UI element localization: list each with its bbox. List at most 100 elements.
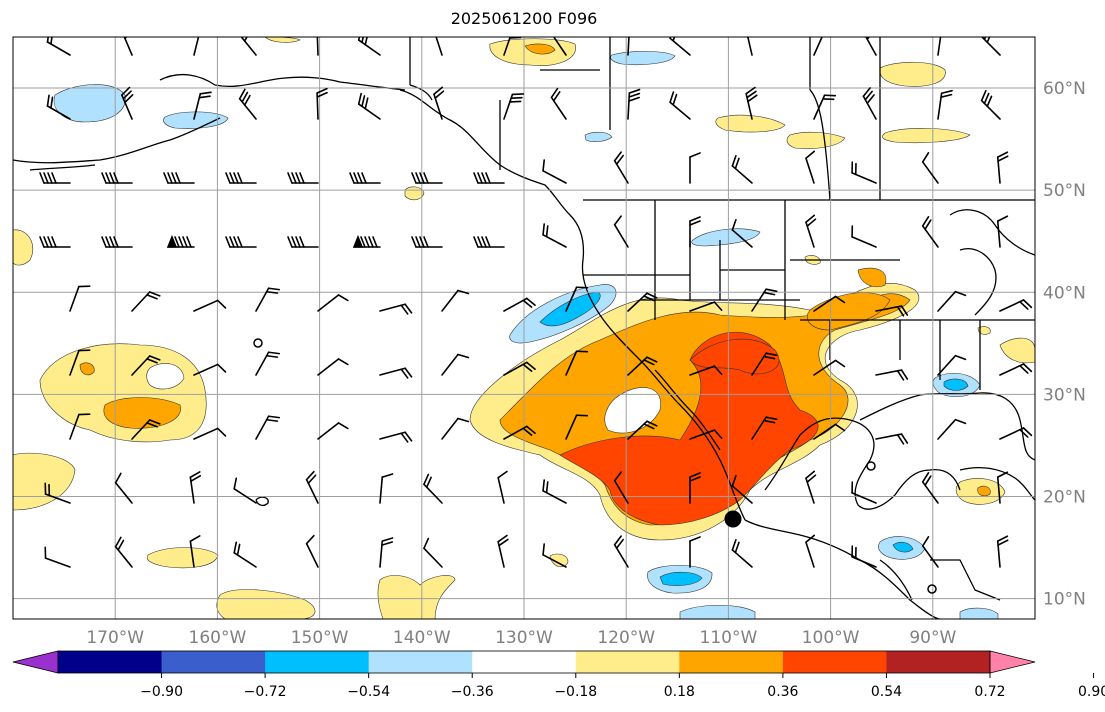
anomaly-contour [610, 51, 676, 66]
wind-barb [189, 471, 202, 504]
wind-barb [349, 172, 381, 184]
wind-barb [131, 291, 161, 312]
wind-barb [39, 236, 71, 248]
wind-barb [255, 351, 281, 376]
wind-barb [44, 546, 71, 568]
coastline [654, 200, 981, 390]
wind-barb [996, 535, 1009, 568]
wind-barb [627, 37, 640, 56]
wind-barb [503, 425, 536, 440]
longitude-labels: 170°W 160°W 150°W 140°W 130°W 120°W 110°W 100°W… [86, 628, 956, 648]
wind-barb [193, 427, 227, 440]
wind-barb [423, 537, 443, 568]
map-frame [12, 36, 1036, 620]
wind-barb [745, 37, 758, 56]
wind-barb [875, 433, 909, 445]
coastline [29, 164, 96, 171]
lat-label: 40°N [1043, 283, 1086, 303]
wind-barb [627, 420, 658, 440]
wind-barb [542, 159, 567, 184]
lat-label: 30°N [1043, 385, 1086, 405]
wind-barb [379, 367, 413, 379]
wind-barb [669, 91, 691, 120]
wind-barb [317, 422, 349, 440]
anomaly-contour [13, 452, 76, 511]
wind-barb [851, 161, 877, 184]
colorbar-tick-label: 0.18 [664, 684, 695, 700]
coastline [159, 73, 406, 91]
coastline [959, 248, 997, 316]
wind-barb [999, 363, 1033, 376]
colorbar-extend-high [989, 650, 1036, 674]
colorbar-segment [886, 651, 991, 673]
wind-barb [233, 477, 257, 504]
lon-label: 140°W [393, 628, 451, 648]
anomaly-contour [786, 131, 846, 149]
colorbar-segment [58, 651, 163, 673]
colorbar-tick-label: −0.90 [140, 684, 183, 700]
wind-barb [503, 297, 536, 312]
wind-barb [193, 299, 227, 312]
lon-label: 120°W [597, 628, 655, 648]
wind-barb [731, 154, 753, 184]
wind-barb [613, 535, 629, 568]
wind-barb [46, 37, 71, 56]
wind-barb [851, 225, 877, 248]
colorbar-tick-label: 0.36 [767, 684, 798, 700]
coastline [894, 469, 961, 496]
wind-barb [542, 223, 567, 248]
wind-barb [69, 413, 91, 440]
wind-barb [69, 349, 91, 376]
graticule [13, 37, 1035, 619]
wind-barb [745, 86, 758, 120]
wind-barb [121, 37, 134, 56]
wind-barb [851, 481, 877, 504]
wind-barb [423, 473, 443, 504]
wind-barb [731, 474, 753, 504]
wind-barb [379, 473, 394, 504]
lon-label: 160°W [189, 628, 247, 648]
anomaly-contour [691, 228, 761, 247]
colorbar: −0.90 −0.72 −0.54 −0.36 −0.18 0.18 0.36 0.54 0.7… [12, 650, 1105, 700]
wind-barb [379, 431, 413, 443]
wind-barb-layer [39, 37, 1033, 594]
lon-label: 100°W [802, 628, 860, 648]
lat-label: 50°N [1043, 181, 1086, 201]
anomaly-contour [882, 128, 971, 144]
wind-barb [317, 358, 349, 376]
wind-barb [805, 150, 816, 184]
anomaly-contour [539, 291, 601, 327]
wind-barb [379, 537, 394, 568]
colorbar-tick-label: 0.54 [871, 684, 902, 700]
lat-label: 20°N [1043, 487, 1086, 507]
wind-barb [433, 86, 445, 120]
wind-barb [379, 303, 413, 315]
anomaly-contour [79, 362, 95, 376]
anomaly-contour [163, 111, 229, 129]
anomaly-contour [549, 553, 569, 568]
wind-barb [751, 288, 778, 312]
wind-barb [565, 286, 589, 312]
lon-label: 110°W [700, 628, 758, 648]
anomaly-contour [264, 37, 301, 43]
wind-barb [503, 37, 522, 56]
wind-barb [287, 236, 319, 248]
wind-barb [163, 172, 195, 184]
wind-barb [473, 236, 505, 248]
anomaly-contour [584, 131, 613, 142]
wind-barb [411, 172, 443, 184]
wind-barb [999, 299, 1033, 312]
anomaly-contour [959, 607, 999, 619]
wind-barb [921, 536, 939, 568]
colorbar-segment [368, 651, 473, 673]
wind-barb [101, 236, 133, 248]
wind-barb [689, 536, 701, 568]
wind-barb [669, 37, 691, 56]
wind-barb [805, 470, 817, 504]
wind-barb [689, 152, 701, 184]
colorbar-segment [472, 651, 577, 673]
colorbar-segment [575, 651, 680, 673]
anomaly-contour [679, 605, 756, 619]
wind-barb [497, 470, 508, 504]
